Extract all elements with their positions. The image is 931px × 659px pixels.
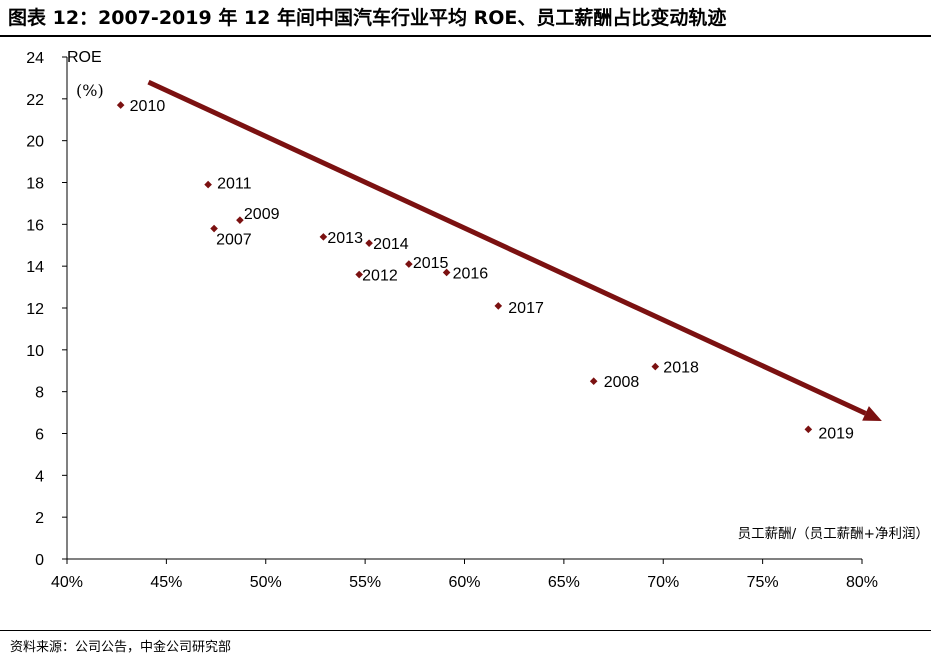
y-tick-label: 14: [26, 259, 44, 276]
x-tick-label: 50%: [250, 574, 282, 591]
x-axis-label: 员工薪酬/（员工薪酬+净利润）: [738, 526, 929, 542]
data-point-label: 2018: [663, 360, 699, 377]
data-point-label: 2008: [604, 374, 640, 391]
y-tick-label: 8: [35, 385, 44, 402]
data-point-label: 2014: [373, 236, 409, 253]
axes: [66, 57, 862, 560]
data-point-label: 2012: [362, 268, 398, 285]
data-point-label: 2007: [216, 232, 252, 249]
data-point-marker: [651, 362, 660, 371]
data-point-marker: [589, 377, 598, 386]
data-point-marker: [236, 216, 244, 224]
y-tick-label: 18: [26, 176, 44, 193]
data-point-label: 2013: [327, 230, 363, 247]
data-point-marker: [365, 239, 373, 247]
y-tick-label: 12: [26, 301, 44, 318]
data-point-marker: [204, 180, 212, 189]
x-tick-label: 45%: [150, 574, 182, 591]
trend-arrow-line: [147, 79, 867, 416]
x-tick-label: 65%: [548, 574, 580, 591]
data-point-marker: [319, 233, 328, 241]
y-tick-label: 2: [35, 510, 44, 527]
data-point-label: 2011: [217, 176, 252, 193]
y-tick-label: 24: [26, 50, 44, 67]
data-point-label: 2016: [453, 265, 489, 282]
data-point-label: 2009: [244, 206, 280, 223]
y-tick-label: 16: [26, 217, 44, 234]
trend-arrow-head: [862, 406, 882, 421]
x-axis-ticks: 40% 45% 50% 55% 60% 65% 70% 75% 80%: [51, 559, 878, 591]
data-point-marker: [210, 224, 218, 233]
source-divider: [0, 630, 931, 631]
x-tick-label: 80%: [846, 574, 878, 591]
y-tick-label: 10: [26, 343, 44, 360]
data-point-marker: [804, 425, 813, 434]
data-point-label: 2017: [508, 300, 544, 317]
x-tick-label: 60%: [448, 574, 480, 591]
data-point-marker: [442, 268, 451, 277]
data-point-label: 2019: [818, 425, 854, 442]
chart-title: 图表 12：2007-2019 年 12 年间中国汽车行业平均 ROE、员工薪酬…: [8, 7, 727, 29]
y-axis-label: ROE: [67, 49, 102, 66]
title-divider: [0, 35, 931, 37]
data-point-label: 2010: [130, 98, 166, 115]
trend-arrow: [147, 79, 882, 421]
x-tick-label: 75%: [747, 574, 779, 591]
x-tick-label: 70%: [647, 574, 679, 591]
data-point-marker: [116, 101, 125, 109]
x-tick-label: 55%: [349, 574, 381, 591]
y-axis-unit: (%): [76, 81, 104, 100]
data-point-marker: [494, 302, 503, 310]
y-tick-label: 20: [26, 134, 44, 151]
source-note: 资料来源：公司公告，中金公司研究部: [10, 640, 232, 655]
y-tick-label: 22: [26, 92, 44, 109]
scatter-chart: 40% 45% 50% 55% 60% 65% 70% 75% 80% 024681012141…: [26, 49, 929, 591]
data-point-marker: [405, 260, 413, 268]
y-tick-label: 4: [35, 468, 44, 485]
data-point-label: 2015: [413, 255, 449, 272]
data-point-marker: [355, 270, 363, 279]
x-tick-label: 40%: [51, 574, 83, 591]
y-tick-label: 0: [35, 552, 44, 569]
y-tick-label: 6: [35, 427, 44, 444]
